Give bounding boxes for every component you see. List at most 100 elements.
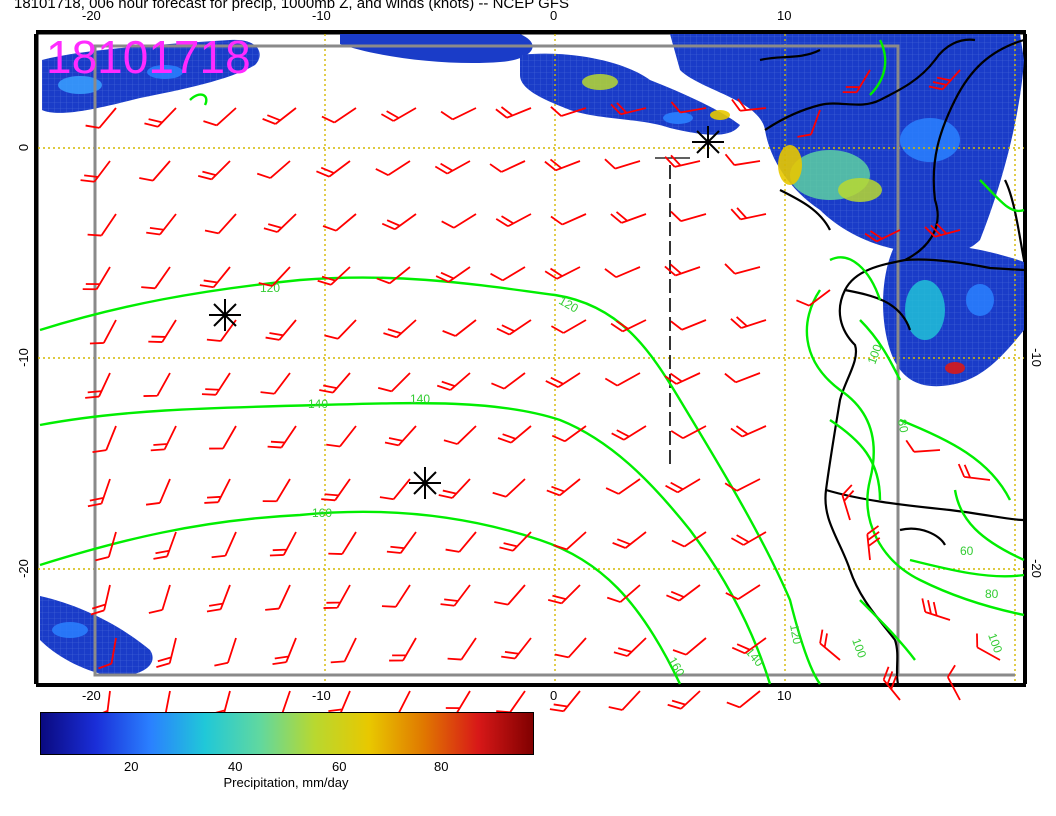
wind-barb: [544, 158, 581, 172]
wind-barb: [928, 69, 961, 91]
wind-barb: [95, 531, 117, 562]
wind-barb: [260, 372, 291, 395]
wind-barb: [610, 319, 647, 333]
colorbar-tick: 40: [228, 759, 243, 774]
date-stamp: 18101718: [46, 31, 251, 83]
wind-barb: [489, 160, 526, 173]
wind-barb: [921, 598, 951, 621]
wind-barb: [204, 478, 231, 504]
wind-barb: [604, 266, 641, 278]
wind-barb: [92, 425, 117, 453]
wind-barb: [841, 484, 855, 521]
wind-barb: [495, 213, 532, 228]
wind-barb: [316, 160, 351, 178]
wind-barb: [445, 531, 477, 553]
wind-barb: [324, 319, 357, 340]
wind-barb: [90, 584, 111, 616]
wind-barb: [666, 584, 701, 602]
wind-barb: [272, 637, 297, 665]
wind-barb: [384, 425, 417, 447]
wind-barb: [866, 525, 881, 561]
wind-barb: [957, 463, 991, 481]
x-tick-top: -10: [312, 8, 331, 23]
wind-barb: [672, 637, 707, 656]
contour-label: 80: [895, 418, 911, 434]
wind-barb: [258, 266, 291, 287]
wind-barb: [612, 531, 647, 549]
wind-barb: [150, 425, 177, 452]
wind-barb: [670, 425, 707, 440]
wind-barb: [724, 372, 761, 384]
colorbar-tick: 60: [332, 759, 347, 774]
height-contours: [39, 39, 1025, 685]
wind-barb: [321, 478, 351, 502]
wind-barb: [550, 106, 587, 117]
wind-barb: [608, 690, 641, 711]
y-tick-left: 0: [16, 143, 32, 152]
wind-barb: [141, 266, 171, 290]
wind-barb: [667, 690, 701, 710]
wind-barb: [441, 213, 477, 229]
wind-barb: [323, 584, 351, 609]
wind-barb: [864, 229, 901, 243]
wind-barb: [379, 478, 411, 501]
wind-barb: [145, 478, 171, 506]
wind-barb: [330, 637, 357, 664]
wind-barb: [443, 425, 477, 445]
colorbar-tick: 20: [124, 759, 139, 774]
wind-barb: [545, 372, 581, 388]
wind-barb: [87, 213, 117, 237]
wind-barb: [544, 266, 581, 280]
wind-barb: [610, 211, 647, 224]
wind-barb: [724, 478, 761, 492]
wind-barb: [376, 266, 411, 285]
wind-barb: [610, 102, 647, 116]
wind-barb: [85, 372, 111, 399]
wind-barb: [263, 213, 297, 233]
wind-barb: [724, 263, 761, 275]
contour-label: 140: [308, 397, 328, 411]
wind-barb: [905, 439, 941, 453]
wind-barb: [265, 319, 297, 341]
precip-colorbar: [40, 712, 534, 755]
wind-barb: [797, 109, 821, 138]
wind-barb: [381, 213, 417, 231]
wind-barb: [605, 478, 641, 495]
x-tick-bottom: -10: [312, 688, 331, 703]
wind-barb: [197, 160, 231, 181]
wind-barb: [214, 637, 237, 667]
wind-barb: [604, 158, 641, 170]
wind-barb: [496, 319, 532, 336]
wind-barb: [606, 584, 641, 603]
wind-barb: [724, 153, 761, 166]
wind-barb: [375, 160, 411, 176]
wind-barb: [256, 160, 291, 179]
contour-label: 100: [985, 631, 1005, 655]
wind-barb: [211, 531, 237, 559]
axis-bar-top: [36, 30, 1026, 34]
wind-barb: [546, 478, 581, 497]
wind-barb: [670, 210, 707, 223]
wind-barb: [549, 690, 581, 713]
contour-label: 160: [312, 506, 332, 520]
wind-barb: [143, 372, 171, 397]
wind-barb: [262, 478, 291, 503]
wind-barb: [671, 531, 707, 548]
wind-barb: [436, 372, 471, 391]
wind-barb: [148, 584, 171, 614]
map-title: 18101718, 006 hour forecast for precip, …: [14, 0, 569, 12]
wind-barb: [82, 266, 111, 291]
wind-barb: [495, 106, 532, 119]
y-tick-right: -10: [1028, 348, 1044, 367]
contour-label: 80: [985, 587, 999, 601]
wind-barb: [381, 584, 411, 608]
axis-bar-left: [34, 34, 38, 684]
wind-barb: [796, 289, 831, 307]
y-tick-right: -20: [1028, 559, 1044, 578]
domain-box: [93, 44, 900, 677]
wind-barb: [85, 107, 117, 129]
wind-barb: [499, 531, 532, 552]
x-tick-top: 10: [777, 8, 792, 23]
wind-barb: [146, 213, 177, 236]
